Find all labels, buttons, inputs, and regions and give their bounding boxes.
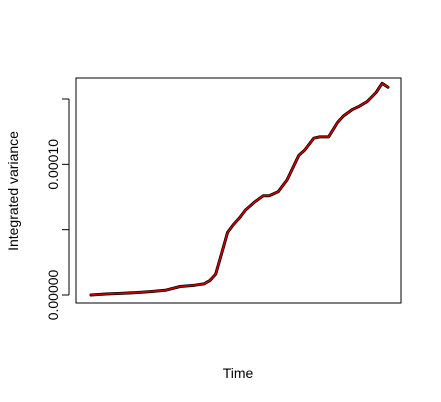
plot-frame [76,78,401,303]
y-axis-label: Integrated variance [5,131,21,251]
y-tick-label: 0.00010 [45,139,61,190]
y-axis: 0.00000 0.00010 [45,99,69,320]
series-layer [91,83,388,295]
series-line [91,83,388,295]
x-axis-label: Time [223,365,254,381]
y-tick-label: 0.00000 [45,269,61,320]
